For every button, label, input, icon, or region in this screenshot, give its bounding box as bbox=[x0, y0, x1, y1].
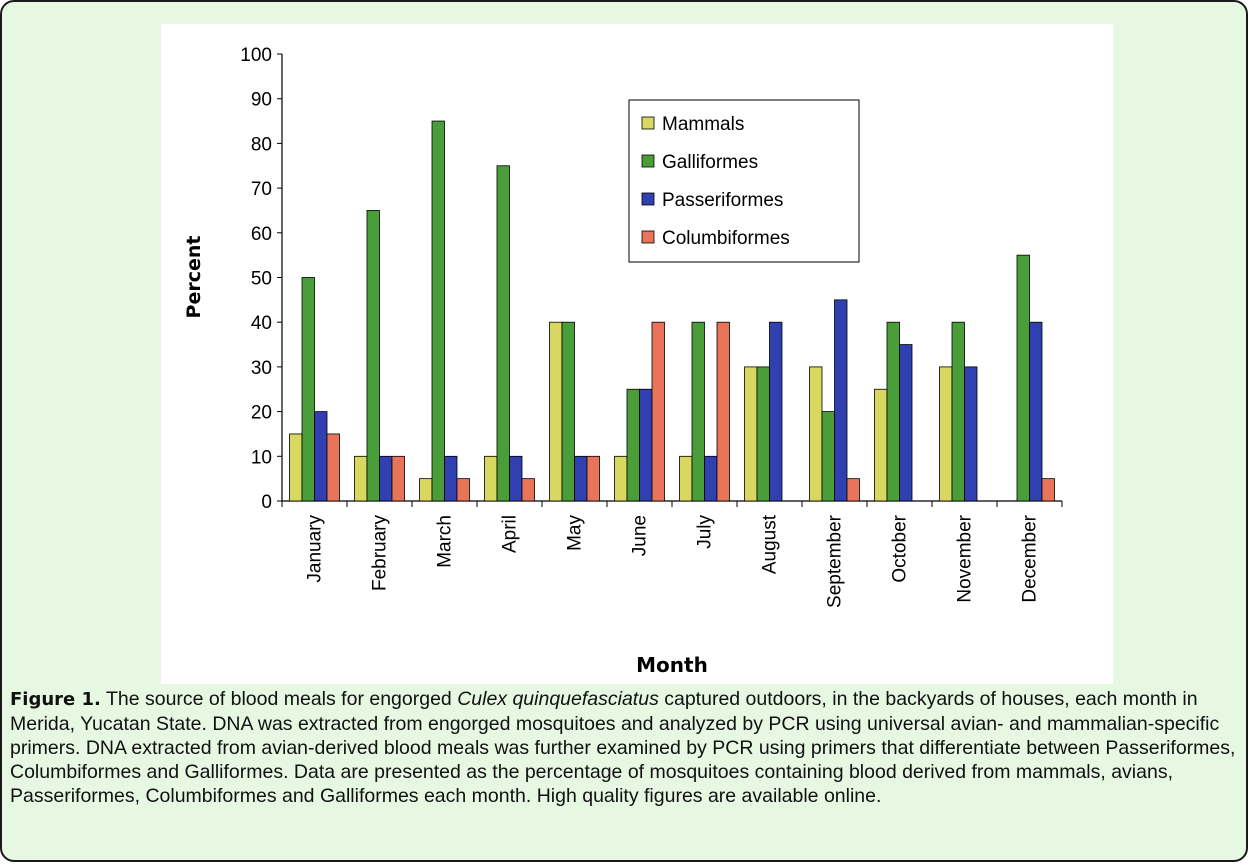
x-tick-label: November bbox=[955, 514, 976, 602]
bar-galliformes-june bbox=[626, 388, 640, 502]
bar-mammals-september bbox=[809, 366, 823, 502]
bar-passeriformes-august bbox=[769, 321, 783, 502]
bar-mammals-may bbox=[549, 321, 563, 502]
bar-passeriformes-september bbox=[834, 299, 848, 502]
bar-columbiformes-may bbox=[586, 455, 600, 502]
legend-swatch-passeriformes bbox=[641, 192, 655, 206]
bar-galliformes-may bbox=[561, 321, 575, 502]
y-tick-label: 40 bbox=[251, 313, 272, 334]
y-tick-label: 90 bbox=[251, 90, 272, 111]
bar-galliformes-january bbox=[301, 277, 315, 502]
bar-passeriformes-june bbox=[639, 388, 653, 502]
x-tick-label: March bbox=[435, 515, 456, 568]
bar-columbiformes-september bbox=[846, 478, 860, 502]
chart-area: 0 10 20 30 40 50 60 70 80 90 100 January February Mar… bbox=[161, 24, 1113, 684]
bar-mammals-february bbox=[354, 455, 368, 502]
bar-galliformes-december bbox=[1016, 254, 1030, 502]
caption-text-end: captured outdoors, in the backyards of h… bbox=[10, 688, 1236, 807]
bar-mammals-october bbox=[874, 388, 888, 502]
x-tick-label: December bbox=[1020, 514, 1041, 602]
bar-columbiformes-january bbox=[326, 433, 340, 502]
bar-columbiformes-february bbox=[391, 455, 405, 502]
caption-species: Culex quinquefasciatus bbox=[457, 688, 659, 710]
bar-galliformes-november bbox=[951, 321, 965, 502]
legend-swatch-columbiformes bbox=[641, 230, 655, 244]
x-tick-label: April bbox=[500, 515, 521, 553]
y-tick-label: 10 bbox=[251, 447, 272, 468]
y-tick-label: 80 bbox=[251, 134, 272, 155]
bar-columbiformes-march bbox=[456, 478, 470, 502]
bar-columbiformes-june bbox=[651, 321, 665, 502]
bar-galliformes-august bbox=[756, 366, 770, 502]
bar-chart: 0 10 20 30 40 50 60 70 80 90 100 January February Mar… bbox=[183, 45, 1063, 677]
bar-galliformes-september bbox=[821, 411, 835, 502]
bar-passeriformes-november bbox=[964, 366, 978, 502]
legend-swatch-mammals bbox=[641, 116, 655, 130]
bar-mammals-august bbox=[744, 366, 758, 502]
bar-mammals-july bbox=[679, 455, 693, 502]
bar-passeriformes-may bbox=[574, 455, 588, 502]
x-axis-title: Month bbox=[636, 653, 708, 677]
y-axis-title: Percent bbox=[183, 236, 205, 319]
x-tick-label: September bbox=[825, 514, 846, 608]
legend-label-galliformes: Galliformes bbox=[662, 152, 758, 173]
figure-caption: Figure 1. The source of blood meals for … bbox=[10, 687, 1246, 808]
legend-box bbox=[628, 99, 860, 263]
bar-mammals-april bbox=[484, 455, 498, 502]
y-tick-label: 70 bbox=[251, 179, 272, 200]
bar-passeriformes-february bbox=[379, 455, 393, 502]
x-tick-label: October bbox=[890, 514, 911, 582]
bar-galliformes-april bbox=[496, 165, 510, 502]
legend-label-passeriformes: Passeriformes bbox=[662, 190, 783, 211]
y-tick-label: 60 bbox=[251, 224, 272, 245]
bar-mammals-march bbox=[419, 478, 433, 502]
bar-galliformes-march bbox=[431, 120, 445, 502]
legend-label-columbiformes: Columbiformes bbox=[662, 228, 790, 249]
bar-columbiformes-july bbox=[716, 321, 730, 502]
bar-passeriformes-december bbox=[1029, 321, 1043, 502]
x-tick-label: May bbox=[565, 515, 586, 551]
y-tick-label: 30 bbox=[251, 358, 272, 379]
bar-passeriformes-january bbox=[314, 411, 328, 502]
bar-columbiformes-december bbox=[1041, 478, 1055, 502]
caption-text-start: The source of blood meals for engorged bbox=[105, 688, 458, 710]
bar-mammals-november bbox=[939, 366, 953, 502]
x-tick-label: February bbox=[370, 515, 391, 592]
bar-galliformes-july bbox=[691, 321, 705, 502]
bar-columbiformes-april bbox=[521, 478, 535, 502]
y-tick-label: 0 bbox=[261, 492, 272, 513]
x-tick-label: January bbox=[305, 515, 326, 583]
bar-galliformes-february bbox=[366, 210, 380, 502]
figure-label: Figure 1. bbox=[10, 689, 101, 710]
legend-swatch-galliformes bbox=[641, 154, 655, 168]
bar-passeriformes-march bbox=[444, 455, 458, 502]
legend-label-mammals: Mammals bbox=[662, 114, 744, 135]
bar-mammals-january bbox=[289, 433, 303, 502]
bar-passeriformes-april bbox=[509, 455, 523, 502]
x-tick-label: July bbox=[695, 515, 716, 549]
bar-passeriformes-october bbox=[899, 344, 913, 502]
bar-mammals-june bbox=[614, 455, 628, 502]
y-tick-label: 50 bbox=[251, 269, 272, 290]
x-tick-label: August bbox=[760, 514, 781, 574]
bar-galliformes-october bbox=[886, 321, 900, 502]
x-tick-label: June bbox=[630, 515, 651, 556]
bar-passeriformes-july bbox=[704, 455, 718, 502]
y-tick-label: 100 bbox=[240, 45, 272, 66]
y-tick-label: 20 bbox=[251, 403, 272, 424]
